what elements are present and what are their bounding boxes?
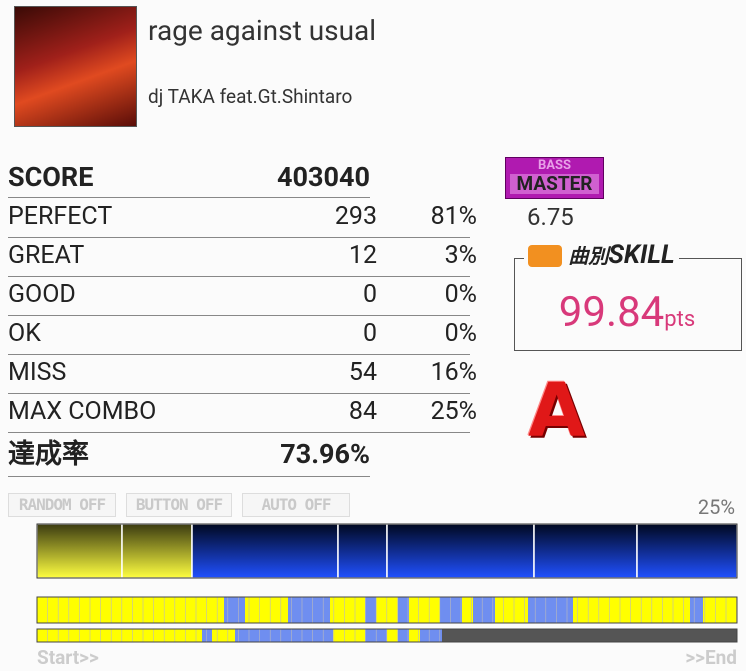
divider (8, 276, 470, 277)
divider (8, 476, 370, 477)
section-segment (386, 523, 535, 579)
phrase-cell (365, 629, 387, 642)
phrase-cell (37, 629, 202, 642)
progress-label: 25% (697, 495, 735, 519)
judgement-percent: 0% (444, 280, 477, 309)
skill-prefix: 曲別 (568, 244, 609, 268)
judgement-label: PERFECT (8, 202, 113, 231)
judgement-count: 84 (348, 397, 377, 426)
judgement-percent: 81% (430, 202, 477, 231)
song-title: rage against usual (148, 14, 377, 47)
phrase-cell (703, 597, 737, 623)
judgement-percent: 16% (430, 358, 477, 387)
phrase-cell (409, 629, 420, 642)
judgement-count: 0 (362, 319, 377, 348)
achievement-label: 達成率 (8, 438, 89, 470)
score-label: SCORE (8, 161, 94, 193)
timeline-end: >>End (685, 646, 737, 669)
judgement-percent: 25% (430, 397, 477, 426)
divider (8, 197, 370, 198)
phrase-cell (409, 597, 440, 623)
phrase-cell (690, 597, 703, 623)
score-value: 403040 (277, 161, 370, 193)
phrase-cell (440, 597, 462, 623)
phrase-cell (573, 597, 690, 623)
skill-icon (528, 245, 562, 268)
song-artist: dj TAKA feat.Gt.Shintaro (148, 85, 353, 108)
skill-header: 曲別SKILL (524, 240, 679, 270)
section-segment (533, 523, 638, 579)
phrase-cell (288, 597, 330, 623)
phrase-cell (235, 629, 333, 642)
divider (8, 315, 470, 316)
phrase-cell (473, 597, 495, 623)
timeline-start: Start>> (37, 646, 99, 669)
judgement-count: 0 (362, 280, 377, 309)
section-segment (191, 523, 339, 579)
strip-frame (36, 628, 738, 643)
achievement-value: 73.96% (280, 438, 370, 470)
phrase-cell (202, 629, 212, 642)
phrase-cell (528, 597, 573, 623)
section-frame (36, 523, 738, 579)
judgement-count: 54 (348, 358, 377, 387)
section-segment (337, 523, 388, 579)
phrase-cell (330, 597, 365, 623)
phrase-cell (398, 629, 409, 642)
jacket (14, 6, 137, 127)
phrase-cell (333, 629, 365, 642)
phrase-cell (365, 597, 376, 623)
judgement-label: OK (8, 319, 41, 348)
divider (8, 393, 470, 394)
phrase-cell (376, 597, 398, 623)
divider (8, 354, 470, 355)
phrase-cell (462, 597, 473, 623)
difficulty-part: BASS (537, 158, 572, 173)
phrase-cell (442, 629, 737, 642)
skill-value-wrap: 99.84pts (514, 288, 740, 337)
divider (8, 237, 470, 238)
phrase-cell (37, 597, 224, 623)
judgement-percent: 3% (444, 241, 477, 270)
section-segment (36, 523, 123, 579)
section-segment (121, 523, 193, 579)
skill-label: SKILL (608, 240, 675, 270)
judgement-label: GOOD (8, 280, 76, 309)
difficulty-badge: BASS MASTER (505, 157, 604, 199)
rank: A (528, 368, 586, 454)
strip-frame (36, 596, 738, 624)
judgement-count: 293 (334, 202, 377, 231)
phrase-cell (212, 629, 235, 642)
judgement-label: MISS (8, 358, 67, 387)
skill-value: 99.84 (558, 288, 665, 337)
difficulty-value: 6.75 (527, 203, 574, 231)
difficulty-level: MASTER (510, 174, 599, 194)
judgement-percent: 0% (444, 319, 477, 348)
judgement-label: MAX COMBO (8, 397, 157, 426)
option-button: BUTTON OFF (126, 493, 232, 517)
judgement-count: 12 (348, 241, 377, 270)
phrase-cell (245, 597, 288, 623)
divider (8, 432, 470, 433)
phrase-cell (224, 597, 245, 623)
judgement-label: GREAT (8, 241, 85, 270)
option-random: RANDOM OFF (8, 493, 116, 517)
section-segment (636, 523, 738, 579)
phrase-cell (495, 597, 528, 623)
phrase-cell (420, 629, 442, 642)
option-auto: AUTO OFF (242, 493, 350, 517)
skill-unit: pts (664, 307, 696, 332)
phrase-cell (387, 629, 398, 642)
phrase-cell (398, 597, 409, 623)
